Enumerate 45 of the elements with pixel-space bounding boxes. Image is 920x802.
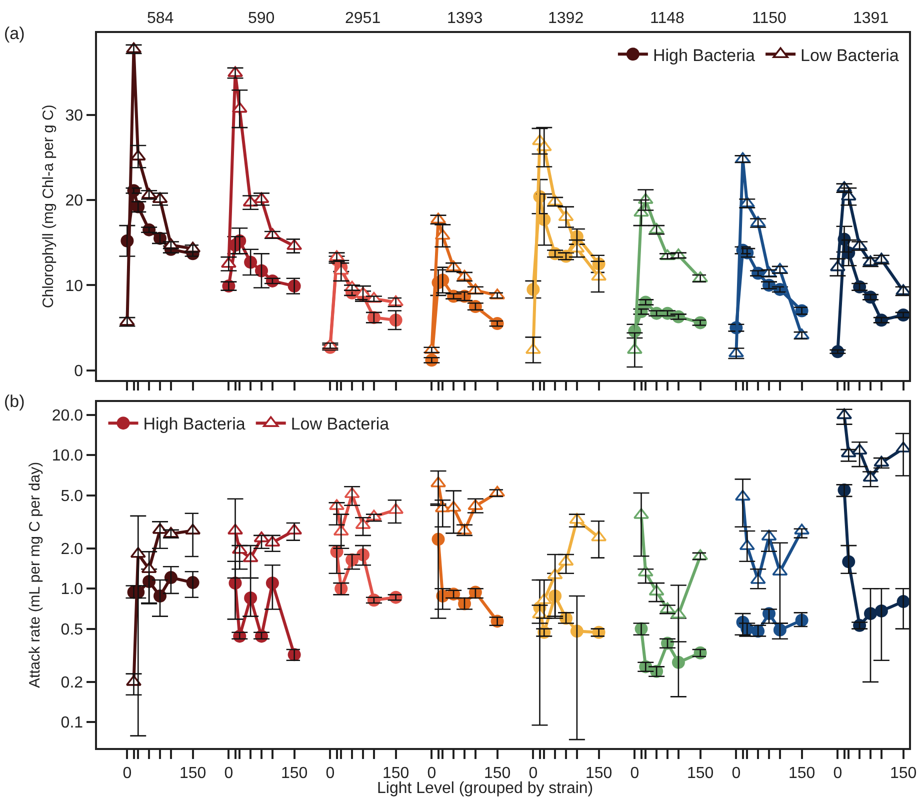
x-tick-label: 0 (427, 764, 436, 782)
x-tick-label: 150 (484, 764, 511, 782)
y-tick-label: 10.0 (52, 448, 84, 465)
x-tick-label: 0 (732, 764, 741, 782)
x-tick-label: 150 (179, 764, 206, 782)
chart-title: 1391 (853, 10, 889, 27)
legend-label: Low Bacteria (800, 46, 900, 65)
x-tick-label: 0 (833, 764, 842, 782)
y-tick-label: 0.1 (60, 714, 84, 732)
chart-title: 590 (248, 10, 275, 27)
y-tick-label: 10 (65, 278, 84, 295)
y-tick-label: 0.5 (60, 621, 84, 638)
chart-title: 1392 (548, 10, 584, 27)
text: (a) (4, 24, 25, 43)
y-tick-label: 0.2 (60, 674, 84, 692)
y-tick-label: 20.0 (52, 407, 84, 424)
x-tick-label: 0 (122, 764, 132, 782)
y-tick-label: 20 (65, 192, 84, 210)
legend-label: Low Bacteria (290, 414, 390, 434)
y-tick-label: 2.0 (60, 541, 84, 558)
x-tick-label: 150 (686, 764, 714, 782)
x-tick-label: 0 (528, 764, 538, 782)
x-axis-title: Light Level (grouped by strain) (377, 780, 594, 797)
chart-title: 2951 (345, 10, 381, 27)
x-tick-label: 150 (585, 764, 612, 782)
x-tick-label: 0 (630, 764, 640, 782)
chart-title: 584 (147, 10, 174, 27)
chart-title: 1150 (752, 10, 787, 27)
y-tick-label: 0 (74, 363, 84, 380)
x-tick-label: 150 (890, 764, 917, 782)
y-tick-label: 1.0 (60, 581, 84, 598)
x-tick-label: 150 (788, 764, 816, 782)
x-tick-label: 0 (326, 764, 335, 782)
x-tick-label: 150 (280, 764, 308, 782)
chart-title: 1393 (447, 10, 483, 27)
y-tick-label: 5.0 (60, 488, 84, 505)
text: (b) (4, 392, 25, 411)
chart-title: 1148 (650, 10, 685, 27)
y-tick-label: 30 (65, 107, 84, 124)
y-axis-title: Attack rate (mL per mg C per day) (26, 462, 44, 688)
legend-label: High Bacteria (652, 46, 756, 65)
y-axis-title: Chlorophyll (mg Chl-a per g C) (40, 104, 58, 308)
legend-label: High Bacteria (143, 414, 246, 434)
x-tick-label: 0 (224, 764, 234, 782)
x-tick-label: 150 (382, 764, 410, 782)
